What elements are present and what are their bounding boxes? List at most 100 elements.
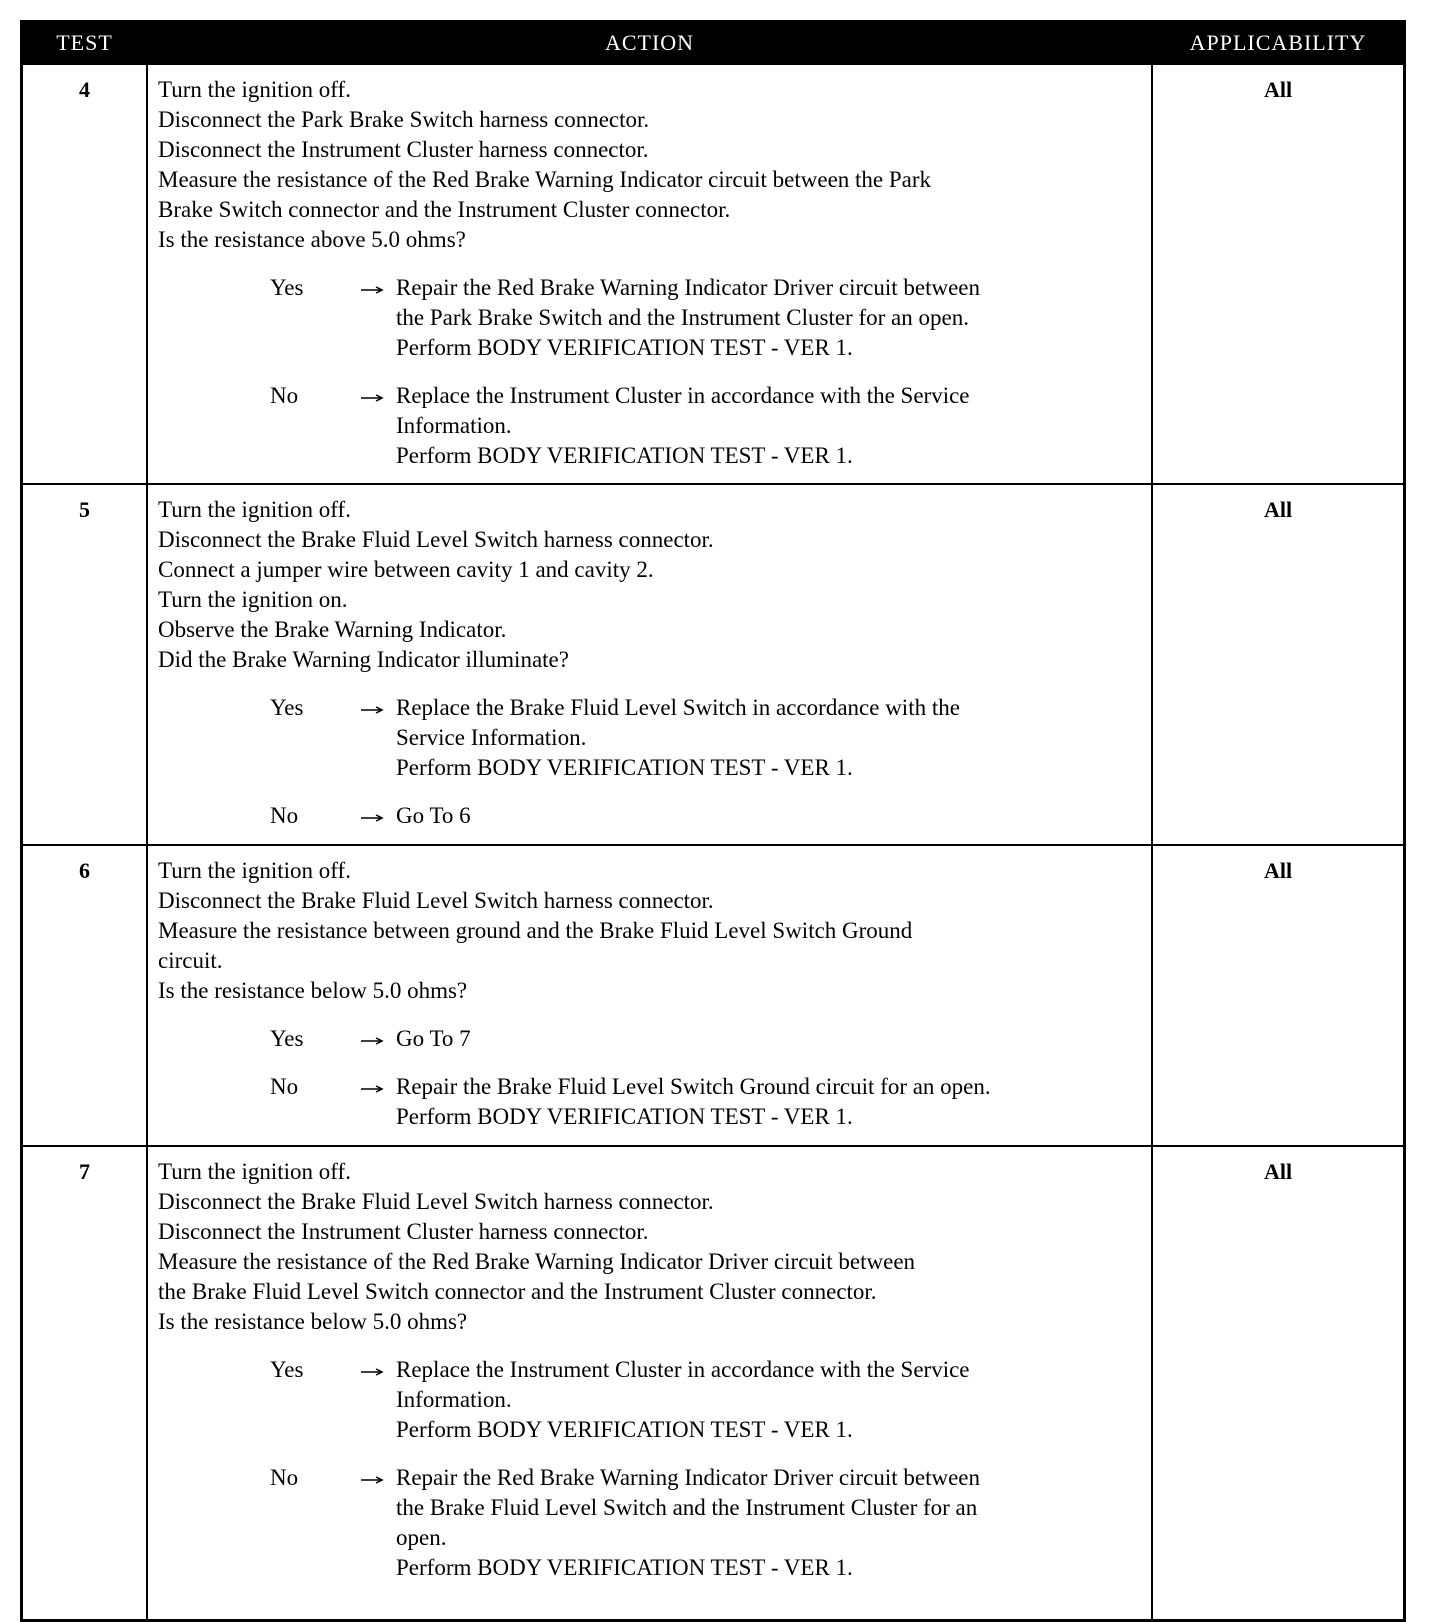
arrow <box>360 1024 396 1054</box>
arrow-icon <box>361 706 384 714</box>
outcome: No Replace the Instrument Cluster in acco… <box>158 381 1141 471</box>
outcome-text: Replace the Instrument Cluster in accord… <box>396 1355 1141 1445</box>
answer: Yes <box>270 275 304 300</box>
outcome-line: open. <box>396 1525 447 1550</box>
arrow <box>360 381 396 471</box>
test-number: 4 <box>79 77 90 102</box>
step-line: Connect a jumper wire between cavity 1 a… <box>158 557 654 582</box>
header-cell: TEST <box>56 30 113 55</box>
header-cell: APPLICABILITY <box>1189 30 1367 55</box>
outcome: No Repair the Brake Fluid Level Switch Gr… <box>158 1072 1141 1132</box>
outcome-line: the Brake Fluid Level Switch and the Ins… <box>396 1495 978 1520</box>
step-line: Measure the resistance between ground an… <box>158 918 913 943</box>
answer: No <box>270 383 299 408</box>
step-line: Measure the resistance of the Red Brake … <box>158 1249 916 1274</box>
applicability: All <box>1263 77 1293 102</box>
outcome-line: Perform BODY VERIFICATION TEST - VER 1. <box>396 1555 853 1580</box>
outcome-line: Repair the Red Brake Warning Indicator D… <box>396 275 980 300</box>
outcome-line: Perform BODY VERIFICATION TEST - VER 1. <box>396 1417 853 1442</box>
outcome-text: Replace the Instrument Cluster in accord… <box>396 381 1141 471</box>
step-line: Measure the resistance of the Red Brake … <box>158 167 932 192</box>
step-line: Disconnect the Park Brake Switch harness… <box>158 107 650 132</box>
step-line: Observe the Brake Warning Indicator. <box>158 617 507 642</box>
applicability: All <box>1263 1159 1293 1184</box>
step-line: the Brake Fluid Level Switch connector a… <box>158 1279 877 1304</box>
steps: Turn the ignition off. Disconnect the Bra… <box>158 495 1141 675</box>
table-row: 7 Turn the ignition off. Disconnect the Br… <box>23 1145 1403 1619</box>
outcome-line: the Park Brake Switch and the Instrument… <box>396 305 969 330</box>
answer: No <box>270 803 299 828</box>
step-line: Is the resistance below 5.0 ohms? <box>158 978 468 1003</box>
outcome: Yes Repair the Red Brake Warning Indicato… <box>158 273 1141 363</box>
applicability: All <box>1263 497 1293 522</box>
arrow-icon <box>361 1085 384 1093</box>
arrow-icon <box>361 286 384 294</box>
outcome: No Repair the Red Brake Warning Indicator… <box>158 1463 1141 1583</box>
outcome-line: Go To 6 <box>396 803 471 828</box>
outcome-text: Repair the Red Brake Warning Indicator D… <box>396 273 1141 363</box>
outcome-line: Service Information. <box>396 725 587 750</box>
outcome-line: Perform BODY VERIFICATION TEST - VER 1. <box>396 1104 853 1129</box>
table-row: 4 Turn the ignition off. Disconnect the Pa… <box>23 63 1403 483</box>
arrow <box>360 273 396 363</box>
step-line: Disconnect the Brake Fluid Level Switch … <box>158 888 714 913</box>
test-number: 5 <box>79 497 90 522</box>
table-row: 6 Turn the ignition off. Disconnect the Br… <box>23 844 1403 1145</box>
step-line: circuit. <box>158 948 223 973</box>
table-header: TEST ACTION APPLICABILITY <box>23 23 1403 63</box>
action-cell: Turn the ignition off. Disconnect the Bra… <box>146 485 1153 844</box>
outcome-line: Perform BODY VERIFICATION TEST - VER 1. <box>396 755 853 780</box>
step-line: Disconnect the Brake Fluid Level Switch … <box>158 527 714 552</box>
steps: Turn the ignition off. Disconnect the Bra… <box>158 1157 1141 1337</box>
outcome-line: Replace the Instrument Cluster in accord… <box>396 1357 970 1382</box>
answer: No <box>270 1465 299 1490</box>
arrow-icon <box>361 814 384 822</box>
step-line: Is the resistance above 5.0 ohms? <box>158 227 466 252</box>
outcome-text: Repair the Brake Fluid Level Switch Grou… <box>396 1072 1141 1132</box>
outcome-line: Information. <box>396 413 512 438</box>
action-cell: Turn the ignition off. Disconnect the Par… <box>146 65 1153 483</box>
arrow <box>360 1463 396 1583</box>
steps: Turn the ignition off. Disconnect the Par… <box>158 75 1141 255</box>
outcome-text: Replace the Brake Fluid Level Switch in … <box>396 693 1141 783</box>
arrow <box>360 693 396 783</box>
outcome-line: Repair the Red Brake Warning Indicator D… <box>396 1465 980 1490</box>
action-cell: Turn the ignition off. Disconnect the Bra… <box>146 846 1153 1145</box>
step-line: Turn the ignition off. <box>158 497 351 522</box>
step-line: Brake Switch connector and the Instrumen… <box>158 197 731 222</box>
step-line: Turn the ignition off. <box>158 1159 351 1184</box>
outcome-line: Repair the Brake Fluid Level Switch Grou… <box>396 1074 991 1099</box>
steps: Turn the ignition off. Disconnect the Bra… <box>158 856 1141 1006</box>
arrow-icon <box>361 1368 384 1376</box>
answer: Yes <box>270 1357 304 1382</box>
outcome: No Go To 6 <box>158 801 1141 831</box>
document-table: TEST ACTION APPLICABILITY 4 Turn the igni… <box>20 20 1406 1622</box>
outcome-text: Go To 7 <box>396 1024 1141 1054</box>
step-line: Is the resistance below 5.0 ohms? <box>158 1309 468 1334</box>
table-row: 5 Turn the ignition off. Disconnect the Br… <box>23 483 1403 844</box>
outcome-text: Repair the Red Brake Warning Indicator D… <box>396 1463 1141 1583</box>
arrow <box>360 801 396 831</box>
arrow-icon <box>361 1037 384 1045</box>
step-line: Disconnect the Instrument Cluster harnes… <box>158 1219 649 1244</box>
step-line: Turn the ignition on. <box>158 587 348 612</box>
outcome-line: Perform BODY VERIFICATION TEST - VER 1. <box>396 443 853 468</box>
step-line: Disconnect the Instrument Cluster harnes… <box>158 137 649 162</box>
applicability: All <box>1263 858 1293 883</box>
arrow-icon <box>361 1476 384 1484</box>
outcome-line: Perform BODY VERIFICATION TEST - VER 1. <box>396 335 853 360</box>
arrow <box>360 1355 396 1445</box>
header-cell: ACTION <box>604 30 695 55</box>
step-line: Turn the ignition off. <box>158 77 351 102</box>
table-body: 4 Turn the ignition off. Disconnect the Pa… <box>23 63 1403 1619</box>
answer: Yes <box>270 1026 304 1051</box>
outcome: Yes Go To 7 <box>158 1024 1141 1054</box>
test-number: 6 <box>79 858 90 883</box>
outcome: Yes Replace the Instrument Cluster in acc… <box>158 1355 1141 1445</box>
test-number: 7 <box>79 1159 90 1184</box>
outcome-text: Go To 6 <box>396 801 1141 831</box>
outcome-line: Replace the Brake Fluid Level Switch in … <box>396 695 960 720</box>
outcome-line: Information. <box>396 1387 512 1412</box>
outcome-line: Go To 7 <box>396 1026 471 1051</box>
arrow-icon <box>361 394 384 402</box>
